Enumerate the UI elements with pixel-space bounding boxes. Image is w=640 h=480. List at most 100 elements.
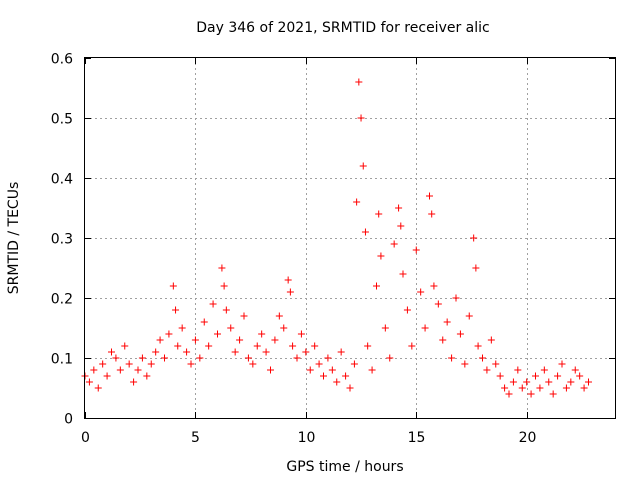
y-tick-label: 0.5: [51, 112, 73, 128]
data-point: [381, 324, 389, 332]
data-point: [375, 210, 383, 218]
data-point: [249, 360, 257, 368]
data-point: [585, 378, 592, 386]
data-point: [267, 366, 274, 374]
data-point: [421, 324, 429, 332]
data-point: [156, 336, 164, 344]
data-point: [169, 282, 177, 290]
data-point: [94, 384, 102, 392]
data-point: [200, 318, 208, 326]
y-tick-label: 0.4: [51, 172, 73, 188]
data-point: [554, 372, 562, 380]
data-point: [328, 366, 336, 374]
data-point: [540, 366, 548, 374]
data-point: [178, 324, 186, 332]
data-point: [350, 360, 358, 368]
data-point: [174, 342, 182, 350]
data-point: [311, 342, 319, 350]
x-tick-label: 15: [408, 430, 426, 446]
data-point: [357, 114, 365, 122]
data-point: [576, 372, 584, 380]
data-point: [286, 288, 294, 296]
data-point: [448, 354, 456, 362]
data-point: [103, 372, 111, 380]
data-point: [523, 378, 531, 386]
data-point: [364, 342, 372, 350]
data-point: [558, 360, 566, 368]
data-point: [121, 342, 129, 350]
data-point: [399, 270, 407, 278]
data-point: [532, 372, 539, 380]
data-point: [85, 378, 93, 386]
data-point: [205, 342, 213, 350]
data-point: [209, 300, 217, 308]
data-point: [227, 324, 235, 332]
data-point: [138, 354, 146, 362]
data-point: [337, 348, 345, 356]
data-point: [501, 384, 509, 392]
data-point: [262, 348, 270, 356]
data-point: [302, 348, 310, 356]
data-point: [220, 282, 228, 290]
data-point: [426, 192, 433, 200]
data-point: [289, 342, 297, 350]
data-point: [456, 330, 464, 338]
data-point: [452, 294, 460, 302]
data-point: [253, 342, 261, 350]
y-axis-ticks: 0 0.1 0.2 0.3 0.4 0.5 0.6: [51, 52, 615, 428]
chart-title: Day 346 of 2021, SRMTID for receiver ali…: [196, 20, 489, 36]
data-point: [580, 384, 588, 392]
y-axis-label: SRMTID / TECUs: [6, 182, 22, 295]
data-point: [196, 354, 204, 362]
data-point: [284, 276, 292, 284]
x-axis-ticks: 0 5 10 15 20: [81, 58, 536, 446]
x-tick-label: 10: [298, 430, 316, 446]
data-point: [465, 312, 473, 320]
data-point: [297, 330, 305, 338]
data-point: [368, 366, 376, 374]
data-point: [518, 384, 526, 392]
data-point: [492, 360, 500, 368]
data-point: [187, 360, 195, 368]
data-point: [562, 384, 570, 392]
y-tick-label: 0.3: [51, 232, 73, 248]
data-point: [271, 336, 279, 344]
data-point: [403, 306, 411, 314]
x-tick-label: 0: [81, 430, 90, 446]
data-point: [439, 336, 447, 344]
data-point: [130, 378, 138, 386]
data-point: [474, 342, 482, 350]
data-point: [509, 378, 517, 386]
data-point: [116, 366, 124, 374]
data-point: [333, 378, 341, 386]
data-point: [275, 312, 283, 320]
data-point: [320, 372, 327, 380]
data-point: [377, 252, 385, 260]
data-point: [172, 306, 180, 314]
data-point: [152, 348, 160, 356]
data-points: [81, 78, 592, 398]
data-point: [244, 354, 252, 362]
y-tick-label: 0.6: [51, 52, 73, 68]
data-point: [306, 366, 314, 374]
data-point: [470, 234, 478, 242]
data-point: [346, 384, 354, 392]
data-point: [571, 366, 579, 374]
data-point: [472, 264, 480, 272]
data-point: [258, 330, 266, 338]
data-point: [324, 354, 332, 362]
x-tick-label: 5: [191, 430, 200, 446]
data-point: [222, 306, 230, 314]
data-point: [112, 354, 120, 362]
data-point: [483, 366, 491, 374]
data-point: [315, 360, 323, 368]
y-tick-label: 0.1: [51, 352, 73, 368]
grid-lines: [85, 58, 615, 418]
data-point: [487, 336, 495, 344]
data-point: [390, 240, 398, 248]
data-point: [496, 372, 504, 380]
data-point: [161, 354, 168, 362]
data-point: [545, 378, 553, 386]
data-point: [108, 348, 115, 356]
data-point: [165, 330, 173, 338]
